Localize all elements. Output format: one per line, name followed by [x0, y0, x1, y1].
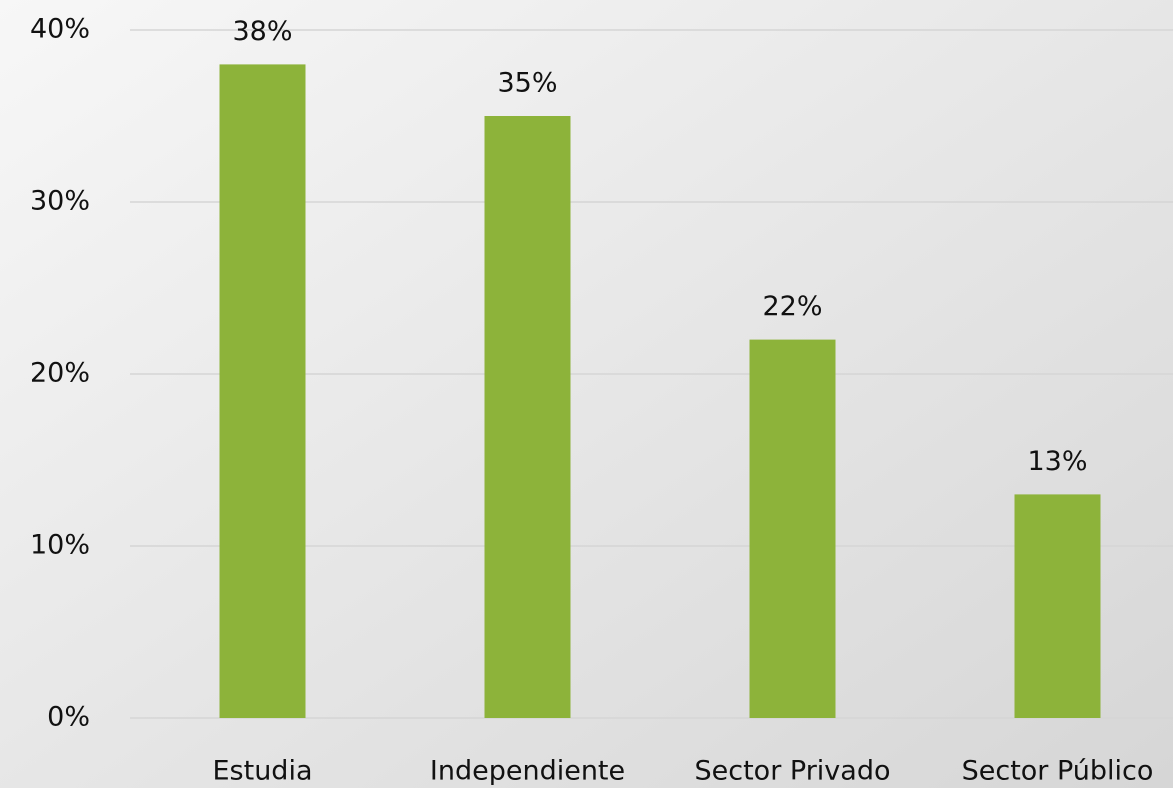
x-tick-label: Estudia — [212, 756, 312, 787]
bar — [219, 64, 306, 718]
y-tick-label: 10% — [30, 530, 90, 561]
data-label: 38% — [232, 16, 292, 47]
bar — [749, 339, 836, 718]
data-label: 22% — [762, 291, 822, 322]
data-label: 35% — [497, 68, 557, 99]
data-label: 13% — [1027, 446, 1087, 477]
x-tick-label: Independiente — [430, 756, 625, 787]
y-tick-label: 40% — [30, 14, 90, 45]
y-tick-label: 30% — [30, 186, 90, 217]
y-tick-label: 0% — [47, 702, 90, 733]
bar — [484, 116, 571, 718]
x-tick-label: Sector Privado — [695, 756, 891, 787]
y-tick-label: 20% — [30, 358, 90, 389]
bar — [1014, 494, 1101, 718]
x-tick-label: Sector Público — [962, 756, 1154, 787]
